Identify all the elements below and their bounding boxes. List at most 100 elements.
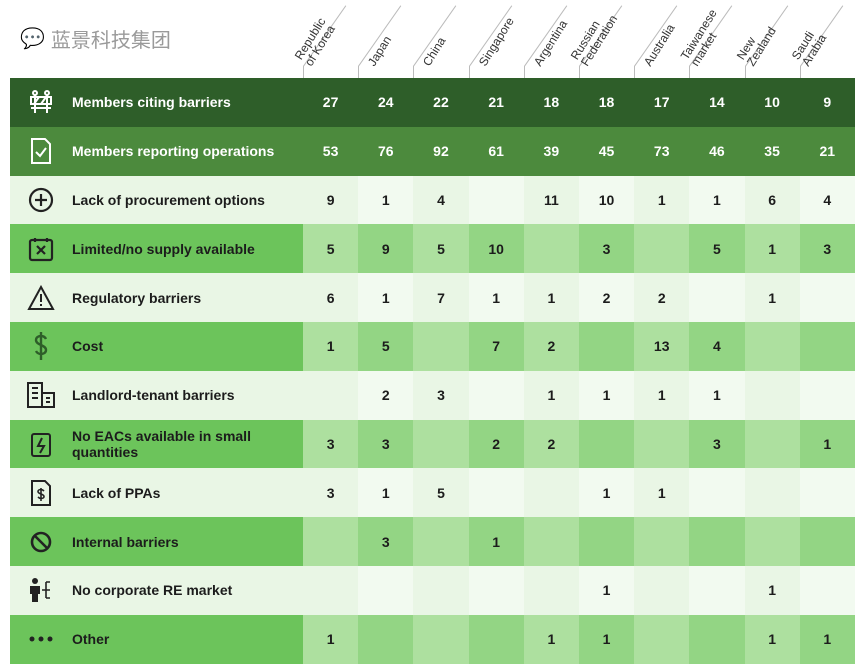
- column-headers: Republic of Korea Japan China Singapore Arge…: [0, 0, 864, 78]
- table-cell: [744, 419, 800, 469]
- table-cell: 1: [578, 565, 635, 615]
- table-cell: 17: [653, 94, 670, 111]
- table-cell: 1: [468, 517, 524, 566]
- row-label: Lack of PPAs: [72, 484, 161, 501]
- building-icon: [10, 381, 72, 409]
- calendar-x-icon: [10, 236, 72, 262]
- table-cell: [799, 517, 855, 566]
- table-cell: 3: [358, 419, 414, 469]
- table-cell: [303, 370, 359, 420]
- table-cell: 1: [523, 614, 579, 664]
- row-label: Limited/no supply available: [72, 240, 255, 257]
- column-header: Argentina: [523, 0, 579, 78]
- dollar-document-icon: [10, 479, 72, 507]
- table-cell: 6: [303, 273, 359, 322]
- table-cell: 1: [634, 370, 690, 420]
- table-cell: [578, 517, 635, 566]
- dollar-icon: [10, 331, 72, 361]
- table-cell: 9: [303, 175, 359, 225]
- table-cell: 1: [358, 273, 414, 322]
- table-cell: [634, 517, 690, 566]
- table-cell: 6: [744, 175, 800, 225]
- table-cell: [799, 468, 855, 518]
- row-header: No corporate RE market: [10, 565, 303, 615]
- barriers-table: Members citing barriers 27 24 22 21 18 18 17 14 1…: [10, 78, 855, 664]
- table-cell: 1: [744, 224, 800, 274]
- table-cell: 21: [488, 94, 504, 111]
- row-header: Limited/no supply available: [10, 224, 303, 274]
- column-header: Japan: [358, 0, 413, 78]
- table-cell: 14: [709, 94, 725, 111]
- column-header-label: Japan: [365, 33, 395, 69]
- table-cell: 1: [578, 614, 635, 664]
- table-cell: [413, 565, 469, 615]
- table-cell: [799, 273, 855, 322]
- row-header: Members citing barriers: [10, 78, 303, 127]
- table-cell: [799, 321, 855, 371]
- table-cell: 3: [358, 517, 414, 566]
- table-cell: 1: [523, 273, 579, 322]
- row-label: Members reporting operations: [72, 143, 275, 160]
- column-header-label: Argentina: [530, 17, 570, 69]
- table-cell: [634, 224, 690, 274]
- row-label: Members citing barriers: [72, 94, 231, 111]
- table-cell: 76: [377, 143, 394, 160]
- table-cell: [413, 321, 469, 371]
- table-cell: 18: [543, 94, 560, 111]
- table-cell: 1: [578, 468, 635, 518]
- row-label: Internal barriers: [72, 533, 179, 550]
- table-cell: 1: [689, 175, 745, 225]
- table-cell: [413, 419, 469, 469]
- row-header: Cost: [10, 321, 303, 371]
- table-cell: 1: [634, 468, 690, 518]
- table-cell: [744, 321, 800, 371]
- table-row: Lack of procurement options 9 1 4 11 10 1 1 6 4: [10, 175, 855, 225]
- table-cell: [468, 175, 524, 225]
- table-cell: [523, 517, 579, 566]
- table-cell: [744, 517, 800, 566]
- table-cell: 1: [303, 614, 359, 664]
- table-cell: 3: [303, 419, 359, 469]
- table-cell: 1: [744, 614, 800, 664]
- table-cell: 1: [634, 175, 690, 225]
- table-cell: 1: [358, 175, 414, 225]
- table-cell: 7: [413, 273, 469, 322]
- table-cell: 13: [634, 321, 690, 371]
- row-header: Lack of PPAs: [10, 468, 303, 518]
- table-cell: 4: [689, 321, 745, 371]
- table-cell: [689, 517, 745, 566]
- table-cell: 2: [523, 419, 579, 469]
- table-cell: 2: [468, 419, 524, 469]
- row-label: Landlord-tenant barriers: [72, 387, 235, 404]
- table-cell: [523, 468, 579, 518]
- table-row: No EACs available in small quantities 3 3 2…: [10, 419, 855, 469]
- table-cell: [468, 614, 524, 664]
- table-cell: 2: [634, 273, 690, 322]
- table-cell: [523, 224, 579, 274]
- table-row: Other 1 1 1 1 1: [10, 614, 855, 664]
- table-cell: [303, 565, 359, 615]
- table-cell: 5: [413, 468, 469, 518]
- person-network-icon: [10, 576, 72, 604]
- warning-icon: [10, 284, 72, 311]
- row-header: Regulatory barriers: [10, 273, 303, 322]
- row-label: No corporate RE market: [72, 582, 233, 599]
- column-header: Singapore: [468, 0, 524, 78]
- table-cell: 10: [578, 175, 635, 225]
- table-cell: 1: [523, 370, 579, 420]
- column-header: China: [413, 0, 468, 78]
- table-cell: 73: [653, 143, 670, 160]
- table-cell: 1: [744, 273, 800, 322]
- table-row: Landlord-tenant barriers 2 3 1 1 1 1: [10, 370, 855, 420]
- ellipsis-icon: [10, 634, 72, 644]
- table-row: Members reporting operations 53 76 92 61 39 45…: [10, 126, 855, 176]
- table-row: Lack of PPAs 3 1 5 1 1: [10, 468, 855, 518]
- table-cell: 3: [799, 224, 855, 274]
- column-header: Russian Federation: [568, 0, 634, 78]
- table-cell: 5: [689, 224, 745, 274]
- table-cell: 5: [358, 321, 414, 371]
- table-cell: 1: [578, 370, 635, 420]
- table-cell: [413, 614, 469, 664]
- table-cell: 46: [709, 143, 725, 160]
- table-cell: 1: [799, 614, 855, 664]
